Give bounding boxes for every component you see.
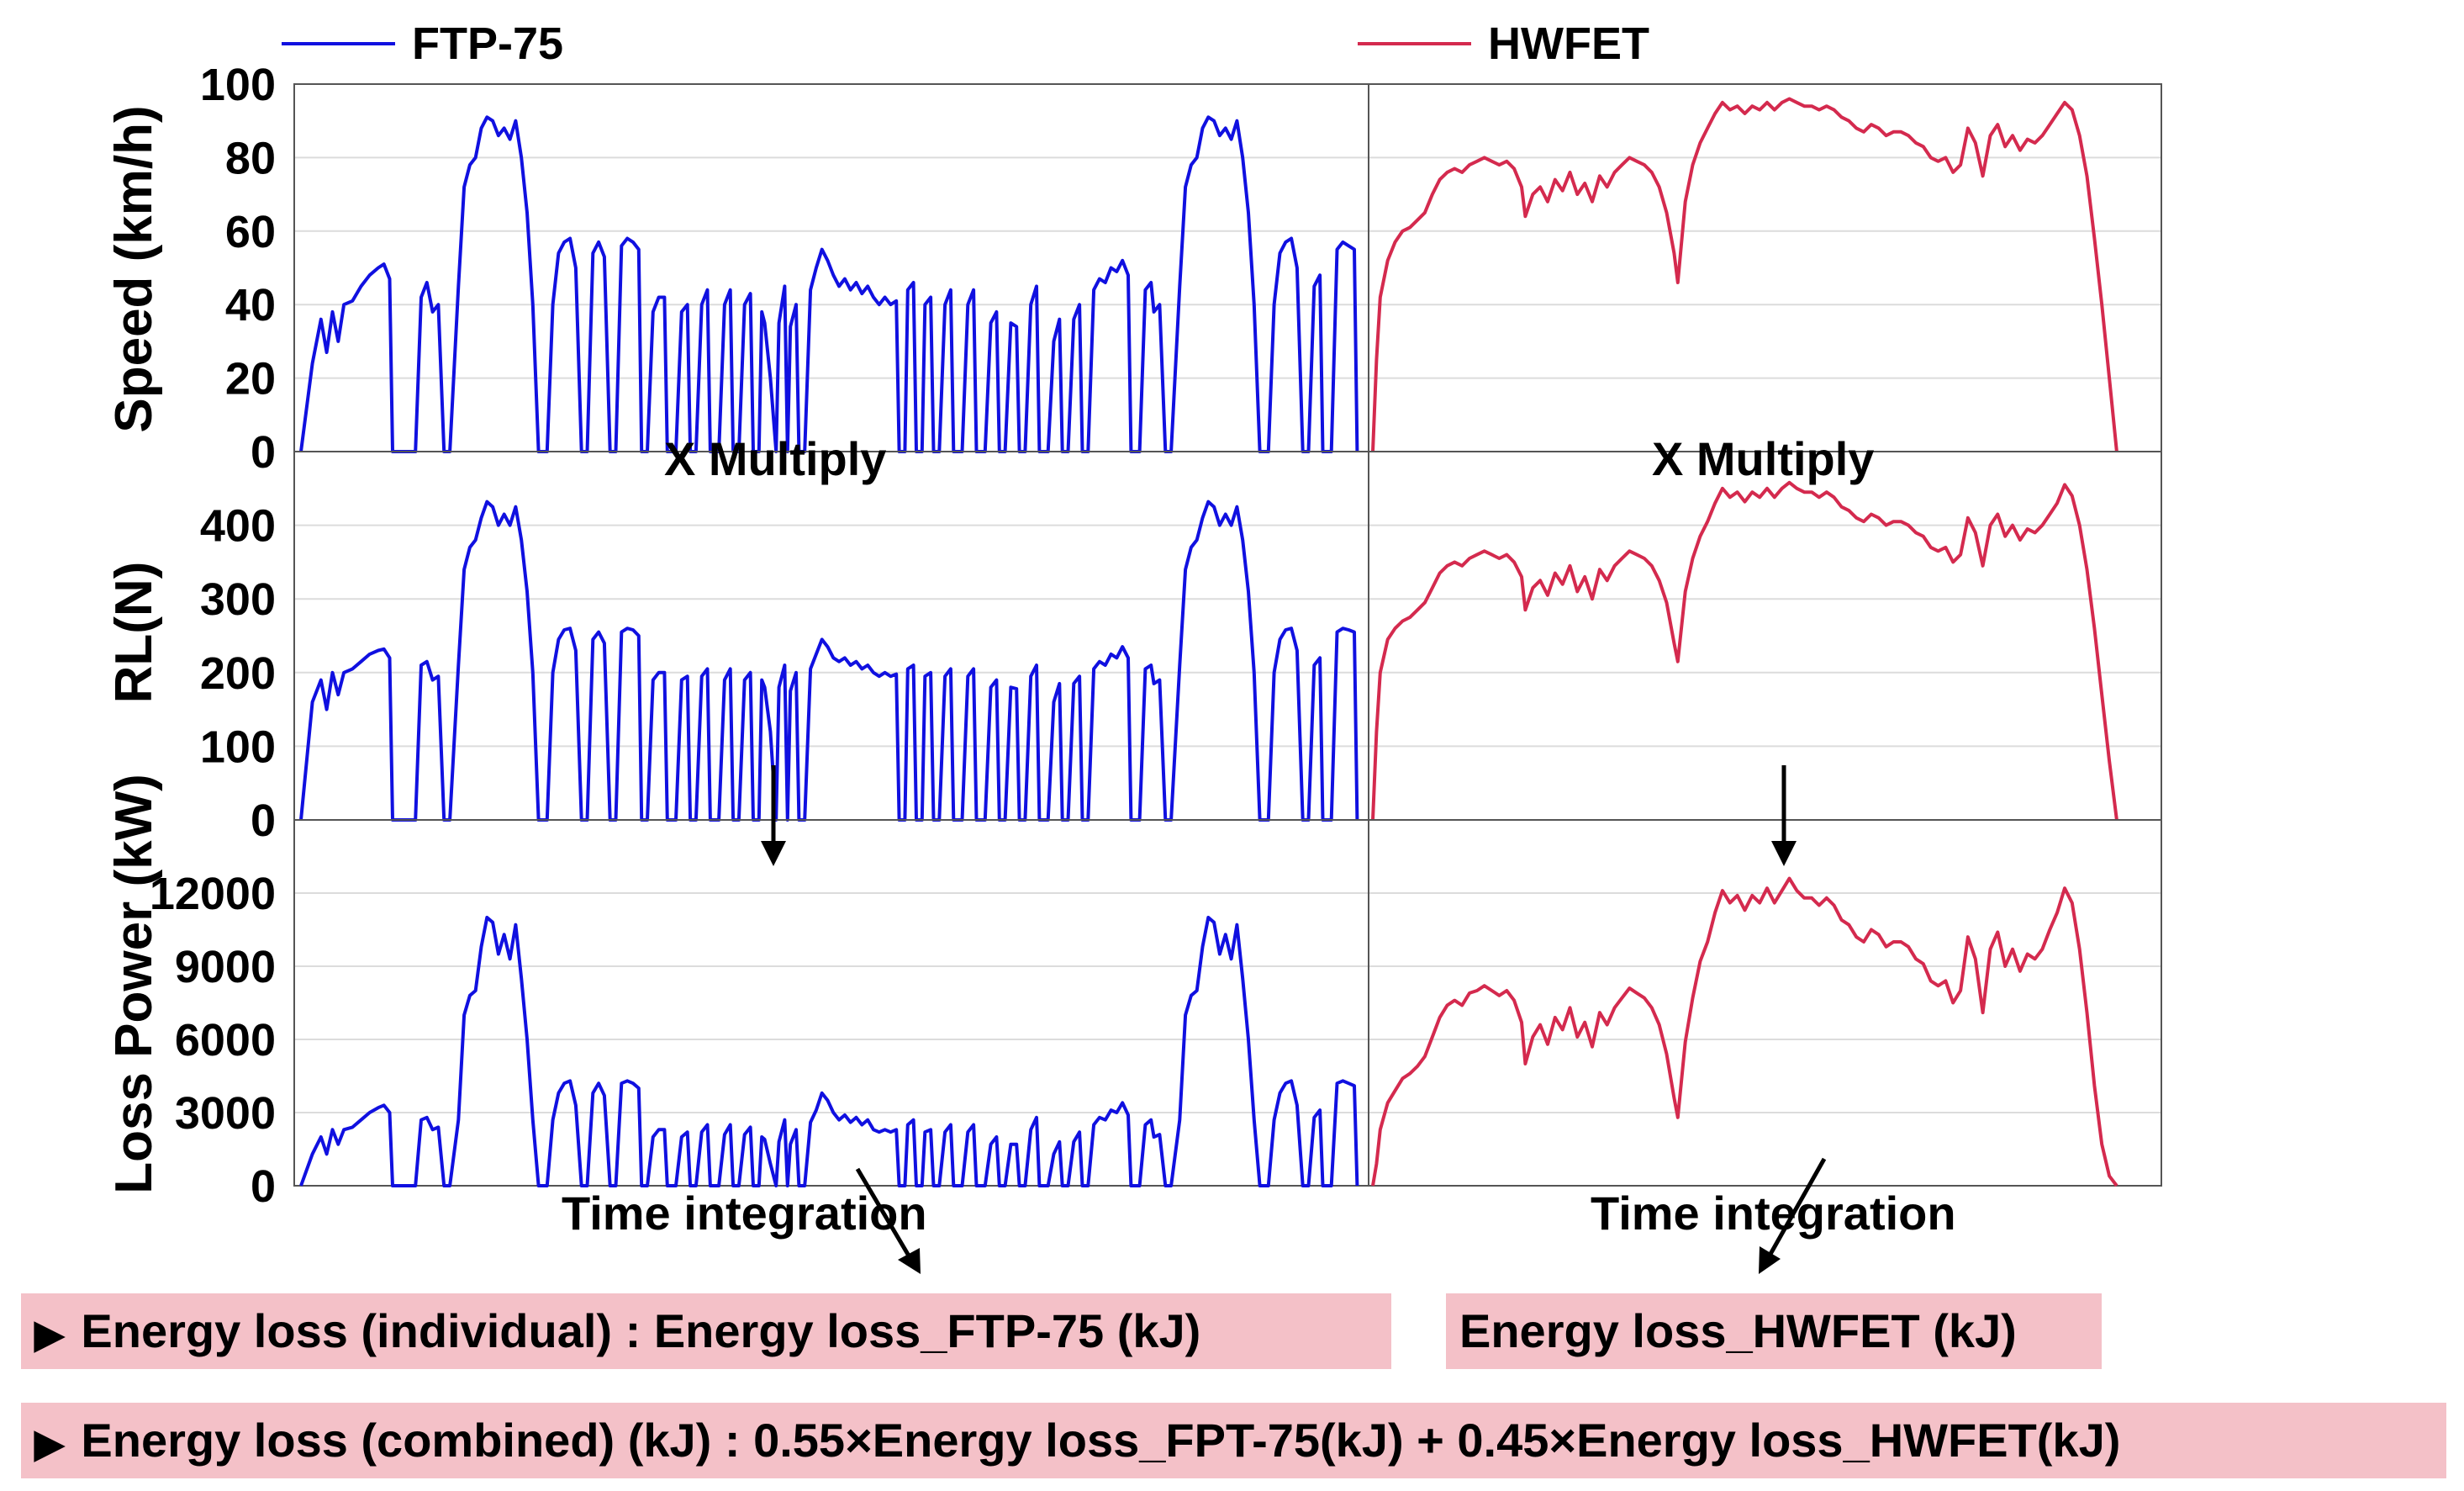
legend-label-ftp75: FTP-75	[412, 19, 563, 69]
frame-hwfet-rl	[1368, 451, 2162, 821]
arrow-diag-right	[1759, 1157, 1827, 1274]
tick-label-speed-1: 20	[225, 354, 276, 404]
series-hwfet-speed	[1371, 97, 2118, 452]
triangle-bullet-icon: ▶	[34, 1421, 65, 1465]
energy-loss-individual-text: Energy loss (individual) : Energy loss_F…	[81, 1304, 1201, 1357]
series-ftp75-power	[299, 916, 1359, 1187]
arrow-diag-left	[855, 1167, 921, 1274]
tick-label-rl-1: 100	[200, 722, 276, 772]
series-hwfet-rl	[1371, 480, 2118, 821]
annotation-multiply-right: X Multiply	[1652, 432, 1874, 485]
tick-label-speed-3: 60	[225, 207, 276, 257]
y-axis-label-loss-power: Loss Power (kW)	[105, 774, 163, 1194]
tick-label-power-4: 12000	[150, 869, 276, 919]
energy-loss-combined-box: ▶ Energy loss (combined) (kJ) : 0.55×Ener…	[21, 1403, 2446, 1478]
plot-area	[293, 83, 2162, 1187]
tick-label-power-2: 6000	[175, 1015, 276, 1065]
tick-label-rl-2: 200	[200, 648, 276, 699]
tick-label-speed-2: 40	[225, 280, 276, 330]
series-ftp75-speed	[299, 115, 1359, 453]
y-ticks: 0 20 40 60 80 100 0 100 200 300 400 0 3000 6000 9000 12…	[150, 60, 276, 1212]
tick-label-power-1: 3000	[175, 1088, 276, 1139]
energy-loss-individual-box: ▶ Energy loss (individual) : Energy loss_…	[21, 1293, 1391, 1369]
annotation-time-left: Time integration	[562, 1187, 927, 1240]
tick-label-rl-0: 0	[251, 796, 276, 846]
series-hwfet-power	[1371, 876, 2118, 1187]
series-ftp75-rl	[299, 500, 1359, 822]
annotation-time-right: Time integration	[1591, 1187, 1956, 1240]
grid	[294, 83, 2161, 1187]
annotation-multiply-left: X Multiply	[664, 432, 886, 485]
frame-hwfet-speed	[1368, 83, 2162, 452]
tick-label-power-3: 9000	[175, 942, 276, 992]
tick-label-power-0: 0	[251, 1161, 276, 1212]
energy-loss-hwfet-text: Energy loss_HWFET (kJ)	[1459, 1304, 2017, 1357]
tick-label-rl-3: 300	[200, 574, 276, 625]
y-axis-label-speed: Speed (km/h)	[105, 105, 163, 432]
triangle-bullet-icon: ▶	[34, 1312, 65, 1356]
tick-label-speed-5: 100	[200, 60, 276, 110]
energy-loss-combined-text: Energy loss (combined) (kJ) : 0.55×Energ…	[81, 1414, 2121, 1467]
energy-loss-hwfet-box: Energy loss_HWFET (kJ)	[1446, 1293, 2102, 1369]
tick-label-speed-0: 0	[251, 427, 276, 478]
tick-label-speed-4: 80	[225, 133, 276, 183]
legend-label-hwfet: HWFET	[1488, 19, 1649, 69]
arrows	[761, 765, 1827, 1274]
legend: FTP-75 HWFET	[282, 19, 1649, 69]
arrow-down-left	[761, 765, 786, 866]
y-axis-label-rl: RL(N)	[105, 562, 163, 704]
frame-hwfet-power	[1368, 819, 2162, 1187]
tick-label-rl-4: 400	[200, 501, 276, 552]
arrow-down-right	[1771, 765, 1797, 866]
